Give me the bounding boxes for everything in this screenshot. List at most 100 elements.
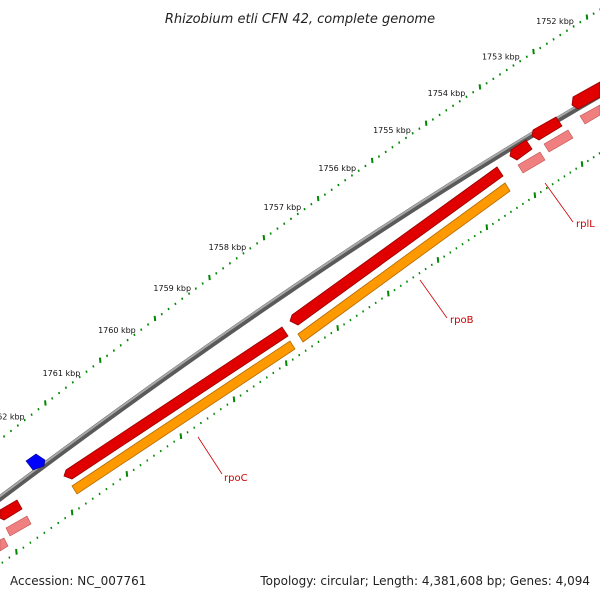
inner-scale-dot [15,548,18,555]
inner-scale-dot [386,290,390,297]
inner-scale-dot [219,408,222,411]
inner-scale-dot [1,561,4,564]
scale-dot [167,307,170,311]
scale-dot [235,257,238,260]
scale-dot [126,338,129,342]
tick-label: 1762 kbp [0,413,25,422]
inner-scale-dot [430,263,433,267]
blue-feature-marker[interactable] [25,453,46,471]
scale-dot [228,262,231,265]
scale-dot [9,429,13,433]
kbp-scale-labels: 1752 kbp 1753 kbp 1754 kbp 1755 kbp 1756 kbp… [0,17,574,422]
inner-scale-dot [563,175,566,178]
scale-dot [316,195,320,202]
scale-dot [310,202,313,206]
inner-scale-dot [186,431,189,434]
inner-scale-dot [580,161,584,167]
tick-label: 1754 kbp [428,89,466,98]
inner-scale-dot [77,507,80,510]
scale-dot [215,272,218,275]
scale-dot [498,73,502,76]
scale-dot [532,48,535,55]
scale-dot [458,100,461,103]
scale-dot [119,344,122,347]
inner-scale-dot [418,272,421,275]
scale-dot [411,132,414,135]
gene-rpoC-cds[interactable] [63,326,289,480]
inner-scale-dot [521,202,524,206]
inner-scale-dot [539,190,542,194]
scale-dot [545,42,548,45]
scale-dot [337,183,340,187]
inner-scale-dot [84,502,87,505]
scale-dot [344,178,347,182]
scale-dot [3,435,6,438]
accession-text: Accession: NC_007761 [10,574,147,588]
scale-dot [350,174,354,177]
inner-scale-dot [166,445,169,448]
inner-scale-dot [278,367,281,370]
scale-dot [85,370,88,373]
gene-label-rplL[interactable]: rplL [576,219,595,230]
scale-dot [64,386,67,389]
inner-scale-dot [125,471,129,477]
scale-dot [105,354,109,358]
scale-dot [262,234,266,241]
gene-rpoB-cds[interactable] [289,166,504,326]
scale-dot [391,145,394,149]
scale-dot [572,25,575,28]
inner-scale-dot [64,516,67,520]
inner-scale-dot [527,198,530,202]
inner-scale-dot [355,314,358,317]
gene-label-rpoC[interactable]: rpoC [224,473,248,484]
scale-dot [579,20,582,24]
gene-small-cds-3[interactable] [571,81,600,110]
inner-scale-dot [491,222,494,226]
inner-scale-dot [485,224,489,231]
gene-labels: rplL rpoB rpoC [197,182,595,484]
scale-dot [465,95,468,99]
inner-scale-dot [22,546,25,549]
inner-scale-dot [239,394,242,397]
inner-scale-dot [455,247,458,250]
inner-scale-dot [105,487,108,491]
scale-dot [276,227,279,230]
inner-scale-dot [551,183,554,186]
inner-scale-dot [259,380,262,384]
scale-dot [539,46,542,50]
scale-dot [404,136,407,140]
scale-dot [585,14,589,20]
scale-dot [92,365,95,368]
inner-scale-dot [98,492,101,496]
inner-scale-dot [330,331,333,335]
scale-dot [519,59,522,63]
inner-scale-dot [443,255,446,258]
inner-scale-dot [119,478,122,481]
scale-dot [242,252,245,255]
scale-dot [384,150,387,154]
scale-dot [445,109,448,112]
scale-dot [160,312,163,316]
inner-scale-dot [449,251,452,254]
scale-dot [133,333,136,337]
gene-small-cds-2[interactable] [531,116,563,141]
scale-dot [330,188,333,192]
inner-scale-dot [70,509,74,516]
gene-label-rpoB[interactable]: rpoB [450,315,474,326]
scale-dot [552,38,555,41]
gene-small-cds-4[interactable] [0,499,23,521]
scale-dot [370,157,374,164]
scale-dot [424,120,428,126]
inner-scale-dot [575,167,578,170]
scale-dot [78,375,81,379]
scale-dot [565,29,569,32]
inner-scale-dot [557,179,560,182]
genome-backbone [0,91,600,502]
gene-small-cds-1[interactable] [509,139,533,161]
inner-scale-dot [272,371,275,375]
inner-scale-dot [29,541,32,544]
inner-scale-dot [323,336,326,339]
scale-dot [147,323,150,326]
inner-scale-dot [246,389,249,393]
